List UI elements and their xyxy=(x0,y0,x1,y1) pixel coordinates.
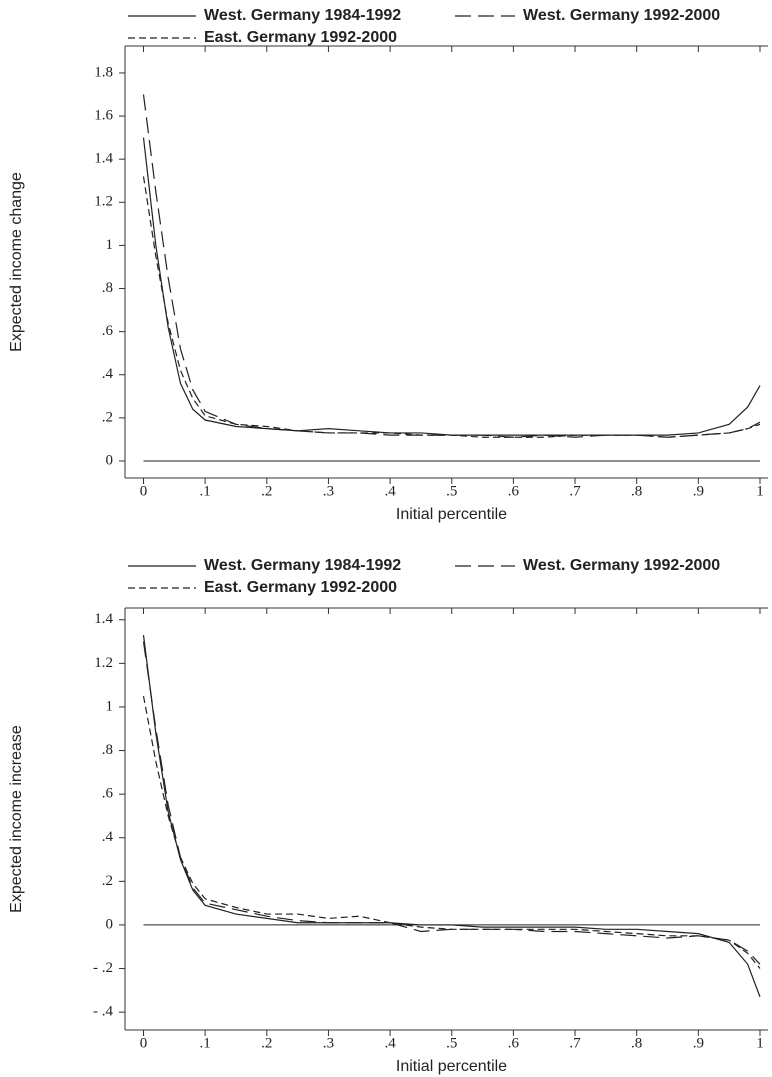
legend-label: East. Germany 1992-2000 xyxy=(204,29,397,46)
x-tick-label: .8 xyxy=(631,1035,642,1051)
x-tick-label: .4 xyxy=(384,483,396,499)
y-tick-label: .2 xyxy=(102,409,113,425)
x-tick-label: .5 xyxy=(446,483,457,499)
series-line xyxy=(142,94,761,438)
y-tick-label: .8 xyxy=(102,280,113,296)
y-tick-label: 1.2 xyxy=(94,655,113,671)
x-tick-label: .3 xyxy=(323,483,334,499)
y-tick-label: .4 xyxy=(102,829,114,845)
x-tick-label: 1 xyxy=(756,483,764,499)
series-line xyxy=(142,634,761,998)
x-tick-label: .4 xyxy=(384,1035,396,1051)
y-axis-label: Expected income change xyxy=(8,172,25,352)
legend-label: West. Germany 1984-1992 xyxy=(204,557,401,574)
y-tick-label: .6 xyxy=(102,786,114,802)
legend-label: West. Germany 1992-2000 xyxy=(523,557,720,574)
x-tick-label: .2 xyxy=(261,483,272,499)
legend-label: West. Germany 1984-1992 xyxy=(204,7,401,24)
y-tick-label: 1.2 xyxy=(94,194,113,210)
series-line xyxy=(142,176,761,438)
x-tick-label: .7 xyxy=(569,483,581,499)
y-tick-label: 1.6 xyxy=(94,107,113,123)
x-tick-label: .9 xyxy=(693,1035,704,1051)
series-line xyxy=(142,641,761,965)
x-axis-label: Initial percentile xyxy=(396,506,507,523)
series-line xyxy=(142,137,761,436)
y-tick-label: .2 xyxy=(102,873,113,889)
y-tick-label: 1.8 xyxy=(94,64,113,80)
x-tick-label: .9 xyxy=(693,483,704,499)
x-tick-label: .5 xyxy=(446,1035,457,1051)
y-tick-label: - .2 xyxy=(93,960,113,976)
x-tick-label: .6 xyxy=(508,1035,520,1051)
y-tick-label: .8 xyxy=(102,742,113,758)
x-tick-label: .6 xyxy=(508,483,520,499)
y-tick-label: 0 xyxy=(106,452,114,468)
y-tick-label: 1 xyxy=(106,698,114,714)
y-axis-label: Expected income increase xyxy=(8,725,25,913)
series-line xyxy=(142,695,761,969)
x-tick-label: .1 xyxy=(200,483,211,499)
y-tick-label: 1.4 xyxy=(94,151,113,167)
y-tick-label: .6 xyxy=(102,323,114,339)
x-tick-label: 0 xyxy=(140,483,148,499)
y-tick-label: .4 xyxy=(102,366,114,382)
x-axis-label: Initial percentile xyxy=(396,1058,507,1075)
y-tick-label: 1 xyxy=(106,237,114,253)
x-tick-label: 0 xyxy=(140,1035,148,1051)
x-tick-label: .2 xyxy=(261,1035,272,1051)
y-tick-label: 1.4 xyxy=(94,611,113,627)
x-tick-label: .1 xyxy=(200,1035,211,1051)
y-tick-label: 0 xyxy=(106,916,114,932)
legend-label: East. Germany 1992-2000 xyxy=(204,579,397,596)
x-tick-label: .7 xyxy=(569,1035,581,1051)
x-tick-label: 1 xyxy=(756,1035,764,1051)
x-tick-label: .8 xyxy=(631,483,642,499)
y-tick-label: - .4 xyxy=(93,1004,113,1020)
legend-label: West. Germany 1992-2000 xyxy=(523,7,720,24)
x-tick-label: .3 xyxy=(323,1035,334,1051)
